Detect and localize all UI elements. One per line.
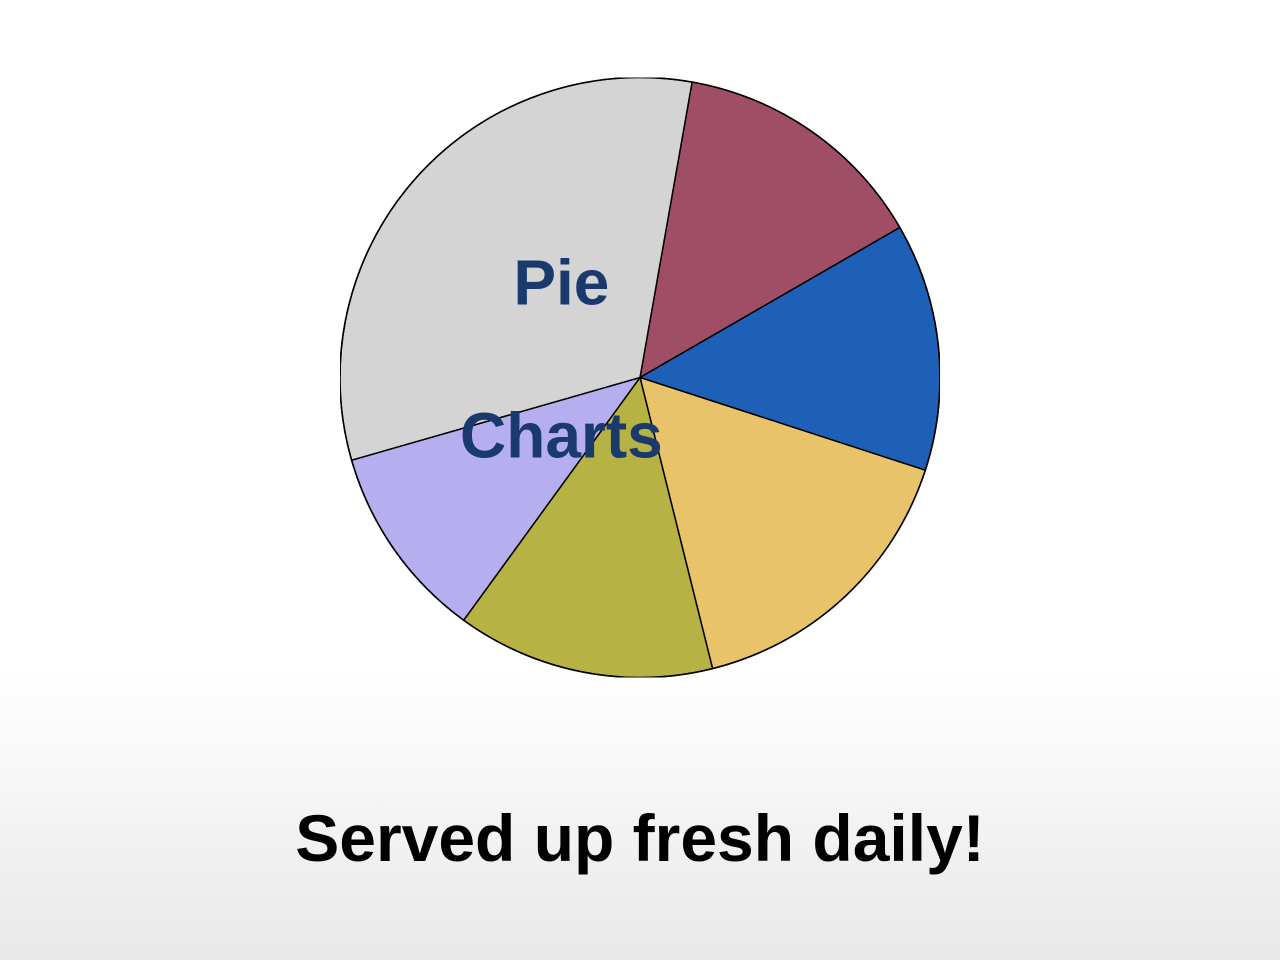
pie-chart-container: Pie Charts bbox=[340, 78, 940, 683]
pie-title-line1: Pie bbox=[513, 246, 609, 318]
pie-title-line2: Charts bbox=[460, 400, 663, 472]
caption-text: Served up fresh daily! bbox=[295, 800, 985, 876]
pie-chart-title: Pie Charts bbox=[460, 168, 663, 475]
